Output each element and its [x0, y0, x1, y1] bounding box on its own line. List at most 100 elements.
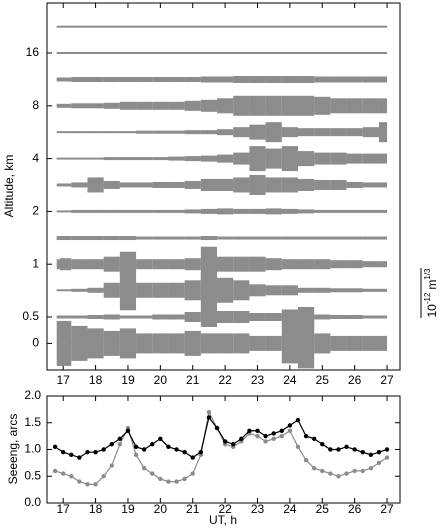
turbulence-amplitude — [71, 315, 88, 319]
x-tick-label: 24 — [283, 502, 297, 516]
turbulence-amplitude — [233, 333, 250, 354]
seeing-point — [60, 471, 66, 476]
x-tick-label: 18 — [89, 373, 103, 387]
turbulence-amplitude — [297, 178, 315, 191]
y-axis-label: Altitude, km — [2, 155, 16, 218]
turbulence-amplitude — [103, 209, 120, 213]
turbulence-amplitude — [200, 246, 218, 282]
turbulence-amplitude — [136, 101, 153, 110]
turbulence-amplitude — [346, 209, 363, 213]
turbulence-amplitude — [168, 181, 185, 188]
turbulence-amplitude — [346, 260, 363, 269]
turbulence-amplitude — [184, 76, 201, 82]
turbulence-amplitude — [249, 95, 266, 116]
seeing-line — [54, 416, 388, 459]
turbulence-amplitude — [168, 101, 185, 110]
seeing-point — [101, 447, 106, 452]
turbulence-amplitude — [378, 209, 388, 213]
seeing-point — [287, 423, 293, 428]
turbulence-amplitude — [152, 282, 169, 298]
y-tick-label: 2 — [32, 204, 39, 218]
turbulence-amplitude — [346, 288, 363, 293]
turbulence-amplitude — [200, 130, 218, 135]
x-tick-label: 21 — [186, 373, 200, 387]
turbulence-amplitude — [314, 314, 331, 320]
turbulence-amplitude — [362, 288, 379, 292]
seeing-point — [287, 428, 293, 433]
turbulence-amplitude — [249, 174, 266, 195]
y-tick-label: 16 — [26, 45, 40, 59]
turbulence-amplitude — [56, 52, 60, 54]
seeing-point — [360, 449, 365, 455]
turbulence-amplitude — [281, 236, 298, 240]
seeing-point — [360, 468, 365, 474]
seeing-point — [239, 436, 244, 441]
turbulence-amplitude — [200, 76, 218, 83]
y-tick-label: 1.0 — [24, 442, 41, 456]
turbulence-amplitude — [59, 315, 72, 319]
turbulence-amplitude — [59, 258, 72, 271]
seeing-point — [295, 444, 301, 450]
turbulence-amplitude — [281, 208, 298, 214]
turbulence-amplitude — [184, 280, 201, 301]
turbulence-amplitude — [119, 25, 137, 28]
seeing-point — [263, 433, 268, 439]
x-tick-label: 23 — [251, 373, 265, 387]
seeing-point — [93, 482, 98, 487]
turbulence-amplitude — [103, 52, 120, 54]
seeing-point — [77, 455, 82, 460]
turbulence-amplitude — [378, 182, 388, 188]
turbulence-amplitude — [184, 180, 201, 189]
x-tick-label: 25 — [316, 373, 330, 387]
seeing-point — [328, 471, 333, 476]
turbulence-amplitude — [56, 77, 60, 82]
turbulence-amplitude — [87, 315, 104, 319]
turbulence-amplitude — [249, 52, 266, 54]
turbulence-amplitude — [281, 95, 298, 116]
seeing-point — [117, 436, 123, 441]
turbulence-amplitude — [217, 208, 234, 215]
turbulence-amplitude — [168, 333, 185, 354]
turbulence-amplitude — [314, 287, 331, 293]
turbulence-amplitude — [362, 315, 379, 319]
turbulence-amplitude — [362, 153, 379, 164]
turbulence-amplitude — [71, 209, 88, 213]
turbulence-amplitude — [281, 127, 298, 138]
turbulence-amplitude — [249, 236, 266, 240]
turbulence-amplitude — [297, 95, 315, 116]
turbulence-amplitude — [87, 328, 104, 359]
turbulence-amplitude — [56, 289, 60, 292]
seeing-point — [150, 441, 155, 447]
seeing-point — [182, 449, 187, 455]
turbulence-amplitude — [168, 156, 185, 161]
seeing-point — [271, 436, 276, 441]
turbulence-amplitude — [103, 25, 120, 28]
x-tick-label: 24 — [283, 373, 297, 387]
seeing-point — [77, 479, 82, 484]
turbulence-amplitude — [119, 251, 137, 277]
turbulence-amplitude — [314, 179, 331, 190]
turbulence-amplitude — [378, 288, 388, 292]
seeing-point — [303, 458, 309, 463]
seeing-point — [222, 439, 228, 444]
turbulence-amplitude — [233, 152, 250, 165]
top-frame — [46, 2, 401, 371]
turbulence-amplitude — [330, 260, 347, 269]
seeing-point — [320, 468, 325, 474]
turbulence-amplitude — [184, 25, 201, 28]
turbulence-amplitude — [59, 289, 72, 292]
turbulence-amplitude — [56, 131, 60, 134]
seeing-point — [60, 449, 66, 455]
turbulence-amplitude — [330, 152, 347, 165]
turbulence-amplitude — [103, 314, 120, 320]
seeing-point — [231, 441, 236, 447]
x-tick-label: 17 — [57, 502, 71, 516]
turbulence-amplitude — [59, 52, 72, 54]
turbulence-amplitude — [87, 287, 104, 293]
turbulence-amplitude — [217, 98, 234, 114]
turbulence-amplitude — [233, 311, 250, 323]
turbulence-amplitude — [200, 52, 218, 54]
turbulence-amplitude — [119, 270, 137, 311]
turbulence-amplitude — [233, 127, 250, 138]
turbulence-amplitude — [103, 236, 120, 241]
